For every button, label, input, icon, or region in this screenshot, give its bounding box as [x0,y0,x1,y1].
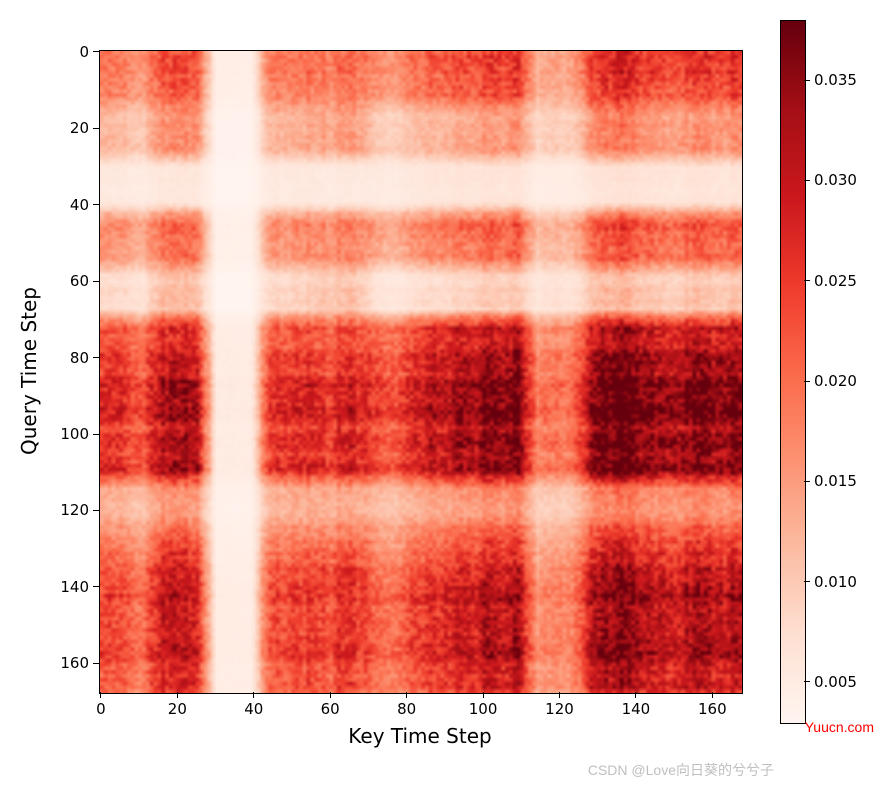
x-tick-label: 20 [168,700,187,718]
figure: Key Time Step Query Time Step 0 20 40 60 80 1… [0,0,884,795]
x-tick-label: 140 [622,700,651,718]
y-tick-mark [93,510,99,511]
colorbar-tick-label: 0.020 [814,372,857,390]
y-tick-label: 80 [70,349,89,367]
x-tick-mark [559,692,560,698]
colorbar-tick-label: 0.030 [814,171,857,189]
watermark-site: Yuucn.com [805,719,874,735]
x-tick-mark [100,692,101,698]
x-tick-label: 100 [469,700,498,718]
y-tick-label: 140 [60,578,89,596]
colorbar-tick-mark [804,381,810,382]
colorbar-tick-label: 0.035 [814,71,857,89]
colorbar-tick-label: 0.010 [814,573,857,591]
x-tick-mark [177,692,178,698]
colorbar-tick-mark [804,180,810,181]
heatmap-plot-area [99,50,743,694]
y-tick-mark [93,204,99,205]
heatmap-canvas [100,51,742,693]
x-tick-label: 120 [545,700,574,718]
colorbar-tick-label: 0.005 [814,673,857,691]
colorbar [780,20,806,724]
watermark-credit: CSDN @Love向日葵的兮兮子 [588,760,774,780]
x-tick-mark [483,692,484,698]
y-tick-mark [93,281,99,282]
y-tick-mark [93,357,99,358]
x-tick-label: 40 [244,700,263,718]
colorbar-tick-mark [804,581,810,582]
x-axis-label: Key Time Step [348,724,491,748]
colorbar-tick-label: 0.025 [814,272,857,290]
y-tick-mark [93,663,99,664]
colorbar-canvas [781,21,805,723]
colorbar-tick-mark [804,481,810,482]
colorbar-tick-mark [804,681,810,682]
x-tick-mark [712,692,713,698]
colorbar-tick-mark [804,80,810,81]
colorbar-tick-mark [804,280,810,281]
y-axis-label: Query Time Step [17,287,41,455]
y-tick-label: 40 [70,196,89,214]
x-tick-mark [253,692,254,698]
y-tick-mark [93,51,99,52]
x-tick-mark [330,692,331,698]
y-tick-label: 60 [70,272,89,290]
y-tick-label: 100 [60,425,89,443]
x-tick-mark [635,692,636,698]
y-tick-label: 0 [79,43,89,61]
x-tick-label: 0 [96,700,106,718]
x-tick-label: 80 [397,700,416,718]
y-tick-mark [93,586,99,587]
y-tick-mark [93,128,99,129]
y-tick-label: 20 [70,119,89,137]
colorbar-tick-label: 0.015 [814,472,857,490]
y-tick-label: 160 [60,654,89,672]
y-tick-label: 120 [60,501,89,519]
x-tick-label: 160 [698,700,727,718]
y-tick-mark [93,434,99,435]
x-tick-mark [406,692,407,698]
x-tick-label: 60 [321,700,340,718]
